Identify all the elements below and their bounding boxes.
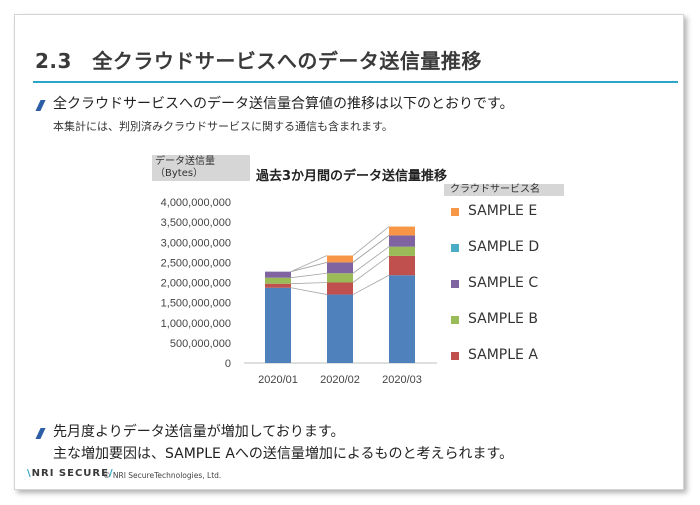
bullet-text-2: 先月度よりデータ送信量が増加しております。 <box>53 424 345 440</box>
bar-segment <box>265 283 291 288</box>
legend-swatch <box>451 352 459 360</box>
y-axis-label-line2: （Bytes） <box>155 168 204 179</box>
y-tick-label: 1,000,000,000 <box>161 318 231 330</box>
bar-segment <box>389 226 415 236</box>
bar-segment <box>327 262 353 274</box>
legend-label: SAMPLE E <box>468 203 538 219</box>
nri-secure-logo: \NRI SECURE/ <box>27 468 114 479</box>
bullet-text-2-line2: 主な増加要因は、SAMPLE Aへの送信量増加によるものと考えられます。 <box>53 446 514 462</box>
title-divider <box>33 81 678 83</box>
series-connector-line <box>290 287 328 295</box>
bar-segment <box>265 271 291 278</box>
bar-segment <box>327 255 353 263</box>
y-tick-label: 500,000,000 <box>170 338 231 350</box>
bar-segment <box>327 294 353 363</box>
legend-swatch <box>451 244 459 252</box>
legend-label: SAMPLE B <box>468 311 538 327</box>
legend-label: SAMPLE D <box>468 239 540 255</box>
logo-text: NRI SECURE <box>31 468 109 479</box>
series-connector-line <box>290 255 328 272</box>
y-tick-label: 2,000,000,000 <box>161 278 231 290</box>
x-tick-label: 2020/03 <box>382 374 422 386</box>
series-connector-line <box>352 226 390 256</box>
series-connector-line <box>352 235 390 263</box>
legend-swatch <box>451 208 459 216</box>
chart-title: 過去3か月間のデータ送信量推移 <box>256 169 448 184</box>
y-tick-label: 0 <box>225 358 231 370</box>
copyright-text: © NRI SecureTechnologies, Ltd. <box>103 471 222 480</box>
bar-segment <box>389 246 415 256</box>
series-connector-line <box>352 255 390 283</box>
series-connector-line <box>352 274 390 295</box>
legend-title: クラウドサービス名 <box>444 184 564 196</box>
series-connector-line <box>290 282 328 285</box>
legend-label: SAMPLE C <box>468 275 539 291</box>
series-connector-line <box>352 246 390 274</box>
y-tick-label: 3,000,000,000 <box>161 237 231 249</box>
slide: 2.3 全クラウドサービスへのデータ送信量推移 全クラウドサービスへのデータ送信… <box>14 14 684 490</box>
x-tick-label: 2020/02 <box>320 374 360 386</box>
y-axis-label-line1: データ送信量 <box>155 156 215 167</box>
legend-swatch <box>451 316 459 324</box>
bar-segment <box>265 287 291 363</box>
bar-segment <box>327 273 353 283</box>
note-text: 本集計には、判別済みクラウドサービスに関する通信も含まれます。 <box>53 120 393 133</box>
series-connector-line <box>290 261 328 273</box>
bar-segment <box>389 255 415 276</box>
stacked-bar-chart: 0 500,000,000 1,000,000,000 1,500,000,000 2,… <box>161 197 437 386</box>
legend-label: SAMPLE A <box>468 347 538 363</box>
series-connector-line <box>290 272 328 279</box>
legend-swatch <box>451 280 459 288</box>
bar-segment <box>389 275 415 363</box>
slide-title: 2.3 全クラウドサービスへのデータ送信量推移 <box>35 49 482 73</box>
bar-segment <box>265 277 291 284</box>
y-axis-label: データ送信量 （Bytes） <box>152 155 250 181</box>
y-tick-label: 4,000,000,000 <box>161 197 231 209</box>
y-tick-label: 3,500,000,000 <box>161 217 231 229</box>
y-tick-label: 2,500,000,000 <box>161 257 231 269</box>
bar-segment <box>389 235 415 247</box>
bullet-text-1: 全クラウドサービスへのデータ送信量合算値の推移は以下のとおりです。 <box>53 96 514 112</box>
x-tick-label: 2020/01 <box>258 374 298 386</box>
bar-segment <box>327 282 353 295</box>
y-tick-label: 1,500,000,000 <box>161 298 231 310</box>
